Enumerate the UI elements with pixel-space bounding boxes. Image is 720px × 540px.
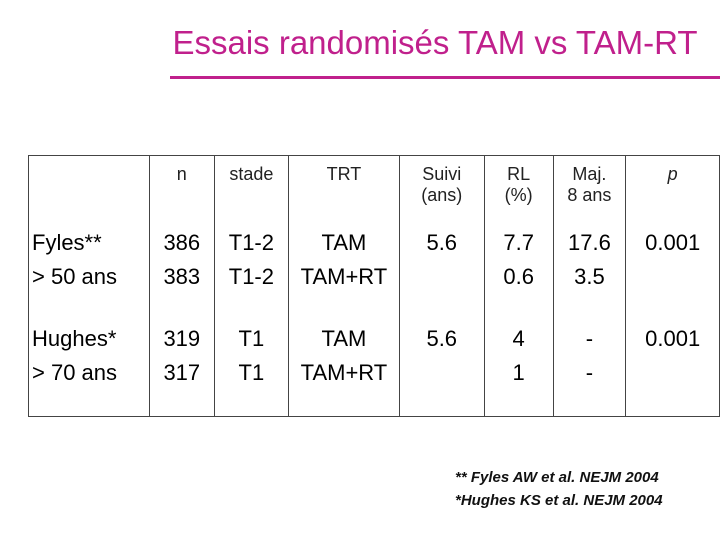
table-cell: 386 383 (149, 224, 215, 320)
cell-text: Suivi (422, 164, 462, 184)
cell-text: (%) (504, 185, 533, 205)
footnote: *Hughes KS et al. NEJM 2004 (455, 492, 663, 509)
cell-text: TAM (321, 326, 367, 351)
cell-text: > 70 ans (32, 360, 118, 385)
table-cell: TAM TAM+RT (288, 320, 400, 417)
cell-text: T1-2 (228, 264, 274, 289)
table-cell: p (625, 155, 720, 224)
cell-text: (ans) (421, 185, 463, 205)
cell-text: 0.6 (503, 264, 534, 289)
cell-text: 5.6 (426, 230, 458, 255)
table-cell: T1-2 T1-2 (213, 224, 290, 320)
table-cell: Suivi (ans) (398, 155, 485, 224)
cell-text: n (176, 164, 187, 184)
table-cell: 17.6 3.5 (552, 224, 627, 320)
table-cell: -- (552, 320, 627, 417)
table-cell: RL (%) (483, 155, 554, 224)
footnote: ** Fyles AW et al. NEJM 2004 (455, 469, 659, 486)
cell-text: 1 (512, 360, 525, 385)
table-cell: 5.6 (398, 224, 485, 320)
table-cell: stade (213, 155, 290, 224)
table-cell: 0.001 (625, 224, 720, 320)
cell-text: TAM (321, 230, 367, 255)
cell-text: T1 (238, 326, 265, 351)
cell-text: T1 (238, 360, 265, 385)
cell-text: TRT (326, 164, 362, 184)
cell-text: T1-2 (228, 230, 274, 255)
table-cell: 5.6 (398, 320, 485, 417)
table-cell: T1 T1 (213, 320, 290, 417)
cell-text: > 50 ans (32, 264, 118, 289)
cell-text: 8 ans (567, 185, 612, 205)
cell-text: 5.6 (426, 326, 458, 351)
table-cell: n (149, 155, 215, 224)
cell-text: TAM+RT (300, 360, 388, 385)
results-table: n stade TRT Suivi (ans) RL (%) Maj. 8 ans p Fyles*… (27, 155, 720, 417)
cell-text: Maj. (572, 164, 607, 184)
data-row: Fyles** > 50 ans 386 383 T1-2 T1-2 TAM TAM+RT 5.… (27, 224, 720, 320)
cell-text: Hughes* (32, 326, 117, 351)
table-cell (27, 155, 151, 224)
cell-text: Fyles** (32, 230, 102, 255)
table-cell: Hughes* > 70 ans (27, 320, 151, 417)
cell-text: TAM+RT (300, 264, 388, 289)
slide-title: Essais randomisés TAM vs TAM-RT (172, 24, 698, 61)
footnotes: ** Fyles AW et al. NEJM 2004 *Hughes KS e… (455, 466, 663, 512)
cell-text: 319 (163, 326, 201, 351)
cell-text: 383 (163, 264, 201, 289)
cell-text: 386 (163, 230, 201, 255)
table-cell: 7.7 0.6 (483, 224, 554, 320)
cell-text: RL (507, 164, 531, 184)
table-cell: Maj. 8 ans (552, 155, 627, 224)
cell-text: 317 (163, 360, 201, 385)
cell-text: stade (229, 164, 274, 184)
cell-text: 0.001 (645, 326, 701, 351)
cell-text: 17.6 (568, 230, 611, 255)
table-cell: Fyles** > 50 ans (27, 224, 151, 320)
data-row: Hughes* > 70 ans 319 317 T1 T1 TAM TAM+RT 5.6 4 1-… (27, 320, 720, 417)
cell-text: p (667, 164, 678, 184)
cell-text: 7.7 (503, 230, 534, 255)
cell-text: 0.001 (645, 230, 701, 255)
table-cell: TRT (288, 155, 400, 224)
cell-text: - (585, 326, 594, 351)
title-underline (170, 76, 720, 79)
table-cell: TAM TAM+RT (288, 224, 400, 320)
cell-text: 4 (512, 326, 525, 351)
table-cell: 319 317 (149, 320, 215, 417)
cell-text: 3.5 (574, 264, 605, 289)
header-row: n stade TRT Suivi (ans) RL (%) Maj. 8 ans p (27, 155, 720, 224)
table-cell: 0.001 (625, 320, 720, 417)
cell-text: - (585, 360, 594, 385)
